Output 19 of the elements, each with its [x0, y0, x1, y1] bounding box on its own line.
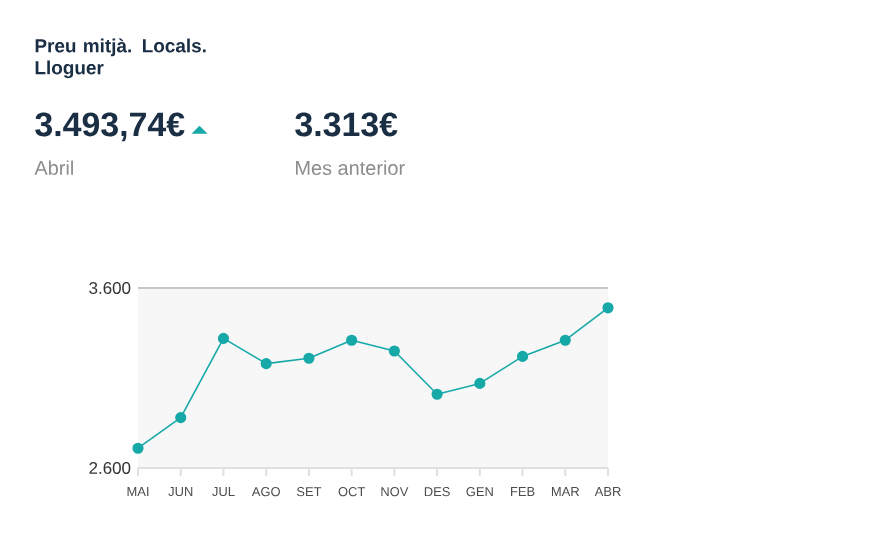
chart-title: Preu mitjà. Locals. Lloguer — [35, 38, 206, 79]
point — [132, 442, 144, 454]
point — [602, 302, 614, 314]
point — [217, 332, 230, 344]
point — [559, 334, 571, 346]
point — [346, 334, 358, 346]
text: 3.493,74€ — [35, 112, 185, 142]
text: 3.313€ — [295, 112, 398, 137]
point — [260, 358, 272, 370]
y-tick-label: 2.600 — [89, 462, 131, 474]
point — [474, 377, 486, 389]
point — [516, 350, 529, 362]
point — [175, 412, 187, 424]
text: Abril — [34, 160, 73, 176]
text: Mes anterior — [296, 160, 405, 176]
point — [303, 352, 315, 364]
point — [431, 388, 443, 400]
point — [388, 345, 400, 357]
y-tick-label: 3.600 — [89, 282, 131, 294]
